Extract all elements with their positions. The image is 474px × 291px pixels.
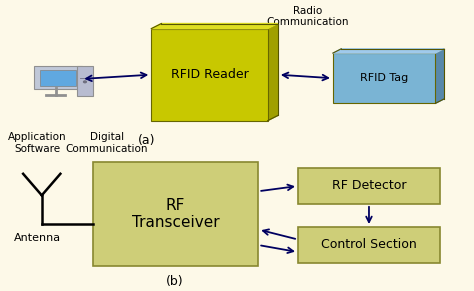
Circle shape — [83, 81, 86, 83]
FancyBboxPatch shape — [298, 227, 440, 263]
FancyBboxPatch shape — [298, 168, 440, 204]
Polygon shape — [151, 24, 278, 29]
Text: (a): (a) — [138, 134, 155, 147]
FancyBboxPatch shape — [40, 70, 76, 86]
Text: Radio
Communication: Radio Communication — [266, 6, 348, 27]
FancyBboxPatch shape — [333, 53, 435, 103]
Text: Digital
Communication: Digital Communication — [66, 132, 148, 154]
FancyBboxPatch shape — [151, 29, 268, 121]
Polygon shape — [435, 49, 444, 103]
Text: RFID Reader: RFID Reader — [171, 68, 248, 81]
Polygon shape — [268, 24, 278, 121]
Text: Application
Software: Application Software — [8, 132, 66, 154]
Text: RF Detector: RF Detector — [332, 180, 406, 192]
FancyBboxPatch shape — [93, 162, 258, 266]
FancyBboxPatch shape — [77, 66, 93, 96]
Text: RF
Transceiver: RF Transceiver — [132, 198, 219, 230]
Text: RFID Tag: RFID Tag — [360, 73, 408, 83]
Polygon shape — [333, 49, 444, 53]
Text: (b): (b) — [166, 275, 183, 288]
Text: Antenna: Antenna — [14, 233, 61, 244]
FancyBboxPatch shape — [34, 65, 82, 89]
Text: Control Section: Control Section — [321, 238, 417, 251]
